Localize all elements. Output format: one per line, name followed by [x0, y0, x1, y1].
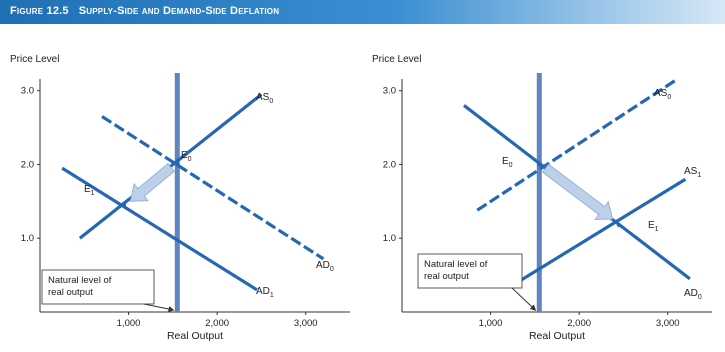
y-tick-label: 3.0 — [21, 86, 34, 97]
figure-caption: Figure 12.5 Supply-Side and Demand-Side D… — [10, 5, 279, 17]
equilibrium-point-e0 — [175, 162, 180, 167]
x-tick-label: 3,000 — [294, 318, 318, 329]
curve-as1 — [516, 177, 687, 284]
curve-ad0 — [101, 115, 325, 261]
y-tick-label: 1.0 — [21, 233, 34, 244]
natural-level-label: Natural level of — [424, 259, 488, 270]
y-tick-label: 2.0 — [21, 159, 34, 170]
curve-label-ad0: AD0 — [316, 260, 334, 273]
natural-level-label: real output — [48, 287, 93, 298]
x-tick-label: 1,000 — [479, 318, 503, 329]
figure-title: Supply-Side and Demand-Side Deflation — [78, 5, 280, 17]
natural-level-pointer — [143, 303, 175, 312]
figure-number: Figure 12.5 — [10, 5, 69, 17]
figure-banner: Figure 12.5 Supply-Side and Demand-Side D… — [0, 0, 725, 24]
x-tick-label: 3,000 — [656, 318, 680, 329]
equilibrium-point-e0 — [537, 162, 542, 167]
x-axis-label: Real Output — [167, 330, 223, 342]
natural-level-callout — [417, 253, 523, 289]
x-tick-label: 2,000 — [205, 318, 229, 329]
shift-arrow — [129, 163, 175, 202]
curve-label-ad0: AD0 — [684, 288, 702, 301]
curve-label-as0: AS0 — [654, 88, 671, 101]
curve-label-ad1: AD1 — [256, 286, 274, 299]
equilibrium-label-e0: E0 — [502, 156, 513, 169]
equilibrium-label-e1: E1 — [648, 220, 659, 233]
x-tick-label: 2,000 — [567, 318, 591, 329]
y-tick-label: 2.0 — [383, 159, 396, 170]
natural-level-callout — [41, 269, 155, 305]
y-axis-label: Price Level — [10, 54, 59, 65]
curve-label-as0: AS0 — [256, 92, 273, 105]
equilibrium-point-e1 — [122, 203, 127, 208]
shift-arrow — [541, 163, 614, 220]
curve-as0 — [476, 78, 678, 212]
natural-level-label: real output — [424, 271, 469, 282]
y-tick-label: 1.0 — [383, 233, 396, 244]
natural-level-label: Natural level of — [48, 275, 112, 286]
x-axis-label: Real Output — [529, 330, 585, 342]
curve-label-as1: AS1 — [684, 166, 701, 179]
y-tick-label: 3.0 — [383, 86, 396, 97]
equilibrium-label-e1: E1 — [84, 184, 95, 197]
natural-level-pointer — [511, 287, 537, 311]
equilibrium-label-e0: E0 — [181, 150, 192, 163]
left-chart: Price Level 1.0 2.0 3.0 1,000 2,000 3,000 Real … — [10, 54, 350, 342]
y-axis-label: Price Level — [372, 54, 421, 65]
x-tick-label: 1,000 — [117, 318, 141, 329]
curve-ad1 — [61, 166, 258, 292]
right-chart: Price Level 1.0 2.0 3.0 1,000 2,000 3,000 Real … — [372, 54, 712, 342]
equilibrium-point-e1 — [617, 222, 621, 227]
